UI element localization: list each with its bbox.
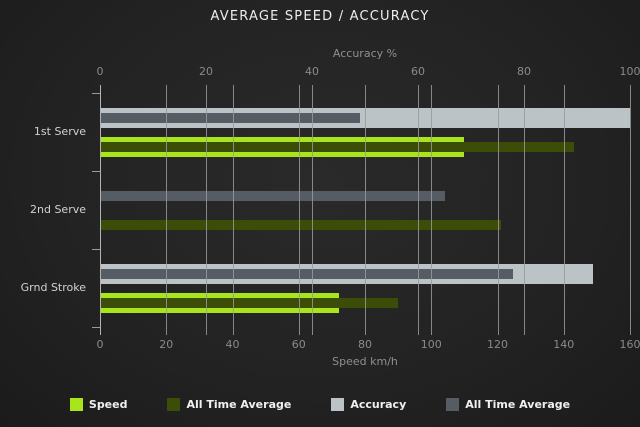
gridline	[563, 85, 565, 335]
plot-area	[92, 85, 631, 335]
legend-item: Accuracy	[331, 398, 406, 411]
legend-label: All Time Average	[465, 398, 571, 411]
gridline	[418, 85, 419, 335]
bottom-axis-tick-label: 0	[96, 338, 104, 351]
legend-label: All Time Average	[186, 398, 292, 411]
gridline	[365, 85, 366, 335]
legend-item: All Time Average	[167, 398, 291, 411]
bottom-axis-tick-label: 160	[619, 338, 640, 351]
legend-swatch	[167, 398, 181, 411]
bottom-axis-title: Speed km/h	[332, 355, 398, 368]
bottom-axis-tick-label: 140	[553, 338, 575, 351]
gridline	[497, 85, 499, 335]
legend-label: Accuracy	[350, 398, 407, 411]
bottom-axis-tick-label: 60	[291, 338, 306, 351]
bar-accuracy-all-time-average	[100, 191, 445, 201]
top-axis-tick-label: 60	[411, 65, 425, 78]
bar-accuracy-all-time-average	[100, 269, 513, 279]
axis-bracket-tick	[92, 327, 100, 328]
category-label: 1st Serve	[33, 125, 86, 138]
bottom-axis-tick-label: 120	[487, 338, 508, 351]
gridline	[431, 85, 433, 335]
bottom-axis-tick-label: 20	[159, 338, 174, 351]
gridline	[630, 85, 631, 335]
top-axis-title: Accuracy %	[332, 47, 398, 60]
legend-swatch	[69, 398, 83, 411]
bar-speed-all-time-average	[100, 298, 398, 308]
bar-speed-all-time-average	[100, 142, 574, 152]
gridline	[232, 85, 234, 335]
y-axis-line	[100, 85, 101, 335]
gridline	[312, 85, 313, 335]
gridline	[166, 85, 168, 335]
legend-swatch	[331, 398, 345, 411]
chart-title: AVERAGE SPEED / ACCURACY	[210, 9, 430, 24]
bar-accuracy-all-time-average	[100, 113, 360, 123]
category-label: 2nd Serve	[30, 203, 86, 216]
gridline	[206, 85, 207, 335]
gridline	[298, 85, 300, 335]
gridline	[524, 85, 525, 335]
bar-speed-all-time-average	[100, 220, 501, 230]
chart-legend: Speed All Time Average Accuracy All Time Av…	[0, 398, 640, 411]
top-axis-tick-label: 80	[517, 65, 531, 78]
top-axis-tick-label: 40	[305, 65, 319, 78]
bottom-axis-tick-label: 40	[225, 338, 240, 351]
bottom-axis-tick-label: 100	[420, 338, 442, 351]
axis-bracket-tick	[92, 93, 100, 94]
top-axis-tick-label: 100	[619, 65, 640, 78]
axis-bracket-tick	[92, 249, 100, 250]
top-axis-tick-label: 0	[96, 65, 104, 78]
legend-swatch	[446, 398, 460, 411]
legend-item: All Time Average	[446, 398, 570, 411]
bottom-axis-tick-label: 80	[358, 338, 372, 351]
axis-bracket-tick	[92, 171, 100, 172]
top-axis-tick-label: 20	[199, 65, 213, 78]
legend-label: Speed	[88, 398, 128, 411]
legend-item: Speed	[69, 398, 128, 411]
category-label: Grnd Stroke	[20, 281, 86, 294]
